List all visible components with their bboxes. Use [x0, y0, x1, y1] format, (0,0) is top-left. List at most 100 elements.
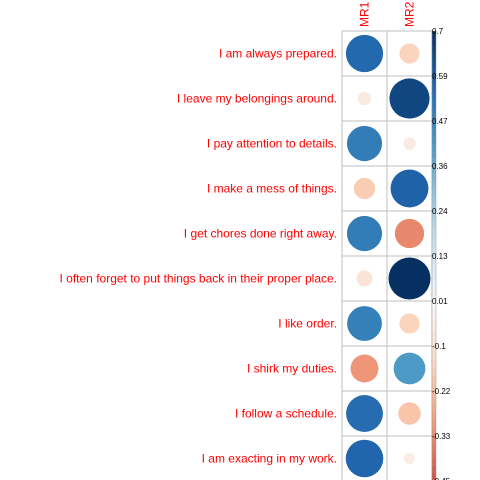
colorbar-segment [432, 188, 436, 197]
colorbar-segment [432, 443, 436, 452]
colorbar-segment [432, 53, 436, 62]
colorbar-segment [432, 263, 436, 272]
color-legend: 0.7 0.59 0.47 0.36 0.24 0.13 0.01 -0.1 -0.22 -0.3… [431, 27, 451, 480]
colorbar-segment [432, 158, 436, 167]
colorbar-segment [432, 241, 436, 249]
colorbar-segment [432, 376, 436, 384]
colorbar-segment [432, 128, 436, 137]
colorbar-segment [432, 391, 436, 399]
colorbar-segment [432, 211, 436, 219]
correlation-circle [399, 313, 420, 334]
correlation-circle [389, 78, 430, 119]
correlation-circle [403, 137, 416, 150]
circle-marks [345, 34, 431, 478]
row-label: I often forget to put things back in the… [60, 272, 338, 286]
colorbar-segment [432, 38, 436, 47]
colorbar-segment [432, 398, 436, 407]
colorbar-segment [432, 106, 436, 114]
correlation-circle [350, 354, 379, 383]
correlation-circle [390, 169, 429, 208]
colorbar-segment [432, 226, 436, 234]
colorbar-segment [432, 346, 436, 354]
colorbar-segment [432, 473, 436, 480]
colorbar-segment [432, 136, 436, 144]
colorbar-segment [432, 76, 436, 84]
row-label: I am always prepared. [219, 47, 337, 61]
colorbar-tick-label: 0.01 [432, 297, 448, 306]
row-label: I get chores done right away. [184, 227, 337, 241]
correlation-circle [345, 34, 384, 73]
colorbar-tick-label: -0.33 [432, 432, 451, 441]
colorbar-segment [432, 421, 436, 429]
colorbar-segment [432, 293, 436, 302]
colorbar-tick-label: -0.22 [432, 387, 451, 396]
colorbar-segment [432, 248, 436, 257]
correlation-circle [346, 395, 383, 432]
colorbar-segment [432, 301, 436, 309]
colorbar-segment [432, 98, 436, 107]
colorbar-segment [432, 271, 436, 279]
colorbar-segment [432, 218, 436, 227]
colorbar-segment [432, 458, 436, 467]
correlation-circle [394, 218, 425, 249]
colorbar-segment [432, 428, 436, 437]
colorbar-frame [431, 30, 437, 480]
colorbar-tick-label: 0.59 [432, 72, 448, 81]
colorbar-segment [432, 233, 436, 242]
row-labels: I am always prepared. I leave my belongin… [60, 47, 338, 466]
correlation-circle [356, 270, 373, 287]
colorbar-tick-label: -0.1 [432, 342, 446, 351]
colorbar-segment [432, 91, 436, 99]
colorbar-tick-label: -0.45 [432, 477, 451, 480]
colorbar-tick-label: 0.13 [432, 252, 448, 261]
correlation-circle [347, 306, 382, 341]
row-label: I like order. [278, 317, 337, 331]
grid-cell [386, 300, 433, 347]
colorbar-segment [432, 173, 436, 182]
colorbar-segment [432, 68, 436, 77]
correlation-circle [403, 452, 416, 465]
colorbar-tick-label: 0.36 [432, 162, 448, 171]
colorbar-segment [432, 323, 436, 332]
colorbar-segment [432, 113, 436, 122]
colorbar-segment [432, 286, 436, 294]
colorbar-segment [432, 196, 436, 204]
colorbar-segment [432, 368, 436, 377]
colorbar-segment [432, 383, 436, 392]
colorbar-segment [432, 166, 436, 174]
colorbar-segment [432, 451, 436, 459]
row-label: I follow a schedule. [235, 407, 337, 421]
colorbar-segment [432, 181, 436, 189]
colorbar-segment [432, 436, 436, 444]
colorbar-segment [432, 466, 436, 474]
colorbar-tick-label: 0.24 [432, 207, 448, 216]
correlation-circle [393, 352, 426, 385]
colorbar-tick-label: 0.47 [432, 117, 448, 126]
colorbar-segment [432, 143, 436, 152]
colorbar-segment [432, 361, 436, 369]
row-label: I leave my belongings around. [177, 92, 337, 106]
colorbar-segment [432, 278, 436, 287]
correlation-circle [346, 215, 383, 252]
correlation-circle [398, 402, 421, 425]
colorbar-segment [432, 61, 436, 69]
colorbar-segment [432, 256, 436, 264]
row-label: I am exacting in my work. [202, 452, 337, 466]
colorbar-segment [432, 331, 436, 339]
colorbar-segment [432, 83, 436, 92]
colorbar-segment [432, 46, 436, 54]
correlation-circle [388, 257, 431, 300]
colorbar-segment [432, 406, 436, 414]
colorbar-segment [432, 353, 436, 362]
column-labels: MR1 MR2 [358, 1, 417, 27]
correlation-circle [345, 439, 384, 478]
column-label: MR1 [358, 1, 372, 27]
column-label: MR2 [403, 1, 417, 27]
colorbar-segment [432, 316, 436, 324]
row-label: I shirk my duties. [247, 362, 337, 376]
correlation-circle [346, 125, 383, 162]
colorbar-segment [432, 121, 436, 129]
colorbar-segment [432, 151, 436, 159]
colorbar-segment [432, 31, 436, 39]
